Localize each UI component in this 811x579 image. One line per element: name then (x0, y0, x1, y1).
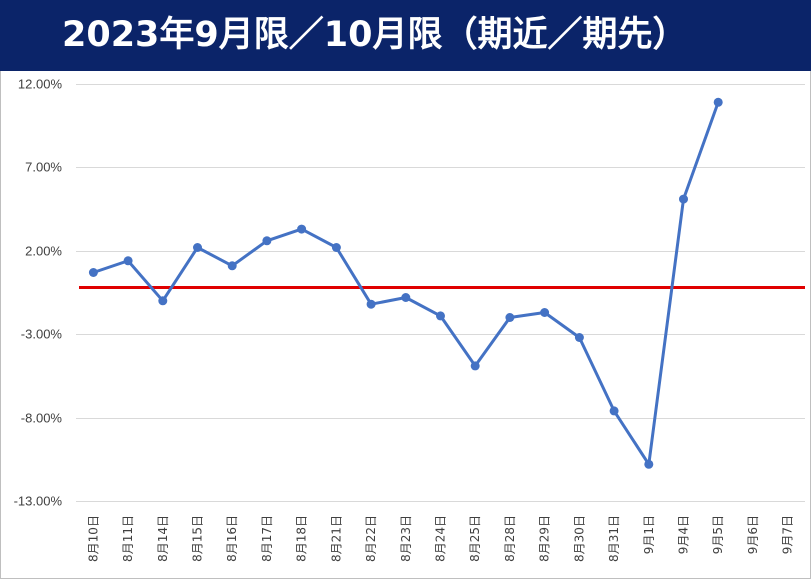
x-tick-label: 8月24日 (434, 515, 448, 562)
x-tick-label: 8月18日 (295, 515, 309, 562)
y-tick-label: -8.00% (21, 411, 63, 426)
x-tick-label: 8月21日 (329, 515, 343, 562)
series-line (92, 101, 720, 466)
data-point (540, 308, 550, 317)
x-tick-label: 9月5日 (711, 515, 725, 554)
x-tick-label: 9月6日 (746, 515, 760, 554)
chart-title: 2023年9月限／10月限（期近／期先） (62, 15, 688, 55)
x-tick-label: 8月17日 (260, 515, 274, 562)
series-layer (88, 97, 723, 469)
data-point (227, 261, 237, 271)
data-point (713, 97, 723, 107)
y-tick-label: 2.00% (25, 244, 62, 259)
x-tick-label: 8月14日 (156, 515, 170, 562)
x-tick-label: 9月4日 (677, 515, 691, 554)
x-tick-label: 9月7日 (781, 515, 795, 554)
x-tick-label: 8月28日 (503, 515, 517, 562)
data-point (401, 293, 411, 302)
x-tick-label: 9月1日 (642, 515, 656, 554)
data-point (158, 296, 168, 306)
y-axis-tick-labels: 12.00% 7.00% 2.00% -3.00% -8.00% -13.00% (14, 77, 63, 509)
data-point (366, 299, 376, 309)
data-point (574, 333, 584, 342)
x-tick-label: 8月31日 (607, 515, 621, 562)
data-point (609, 406, 619, 416)
x-tick-label: 8月10日 (86, 515, 100, 562)
data-point (262, 236, 272, 246)
gridlines (76, 84, 805, 502)
data-point (436, 311, 445, 321)
y-tick-label: -13.00% (14, 494, 63, 509)
data-point (644, 459, 654, 469)
x-tick-label: 8月15日 (191, 515, 205, 562)
data-point (88, 268, 98, 277)
data-point (470, 361, 480, 371)
data-point (505, 313, 515, 322)
y-tick-label: 12.00% (18, 77, 63, 92)
data-point (193, 243, 202, 252)
x-axis-tick-labels: 8月10日 8月11日 8月14日 8月15日 8月16日 8月17日 8月18日 8月21日… (86, 515, 794, 562)
x-tick-label: 8月29日 (538, 515, 552, 562)
data-point (297, 224, 307, 234)
x-tick-label: 8月23日 (399, 515, 413, 562)
data-point (123, 256, 133, 266)
x-tick-label: 8月22日 (364, 515, 378, 562)
y-tick-label: 7.00% (25, 160, 62, 175)
data-point (679, 194, 688, 204)
x-tick-label: 8月11日 (121, 515, 135, 562)
x-tick-label: 8月16日 (225, 515, 239, 562)
y-tick-label: -3.00% (21, 327, 63, 342)
x-tick-label: 8月30日 (572, 515, 586, 562)
chart-title-bar: 2023年9月限／10月限（期近／期先） (0, 0, 811, 71)
x-tick-label: 8月25日 (468, 515, 482, 562)
data-point (331, 243, 341, 252)
